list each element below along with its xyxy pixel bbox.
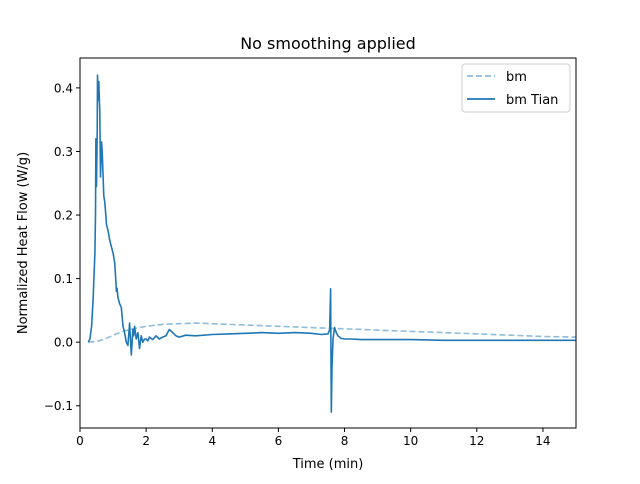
x-tick-label: 6 [275, 434, 283, 448]
x-tick-label: 4 [208, 434, 216, 448]
x-tick-label: 8 [341, 434, 349, 448]
y-tick-label: 0.1 [54, 272, 73, 286]
y-tick-label: 0.3 [54, 145, 73, 159]
series-line-bm-tian [87, 74, 576, 413]
y-tick-label: 0.2 [54, 209, 73, 223]
x-axis-label: Time (min) [292, 457, 364, 472]
chart-title: No smoothing applied [240, 34, 416, 53]
legend: bm bm Tian [461, 63, 571, 113]
x-tick-label: 14 [535, 434, 550, 448]
y-tick-label: 0.4 [54, 81, 73, 95]
series-line-bm [88, 322, 576, 343]
y-axis-label: Normalized Heat Flow (W/g) [16, 152, 31, 334]
x-tick-label: 10 [403, 434, 418, 448]
y-tick-label: −0.1 [44, 399, 73, 413]
legend-label-bm-tian: bm Tian [506, 93, 558, 108]
plot-area-frame [79, 57, 577, 429]
x-tick-label: 0 [76, 434, 84, 448]
x-tick-label: 12 [469, 434, 484, 448]
y-tick-label: 0.0 [54, 336, 73, 350]
x-tick-label: 2 [142, 434, 150, 448]
legend-label-bm: bm [506, 70, 527, 85]
